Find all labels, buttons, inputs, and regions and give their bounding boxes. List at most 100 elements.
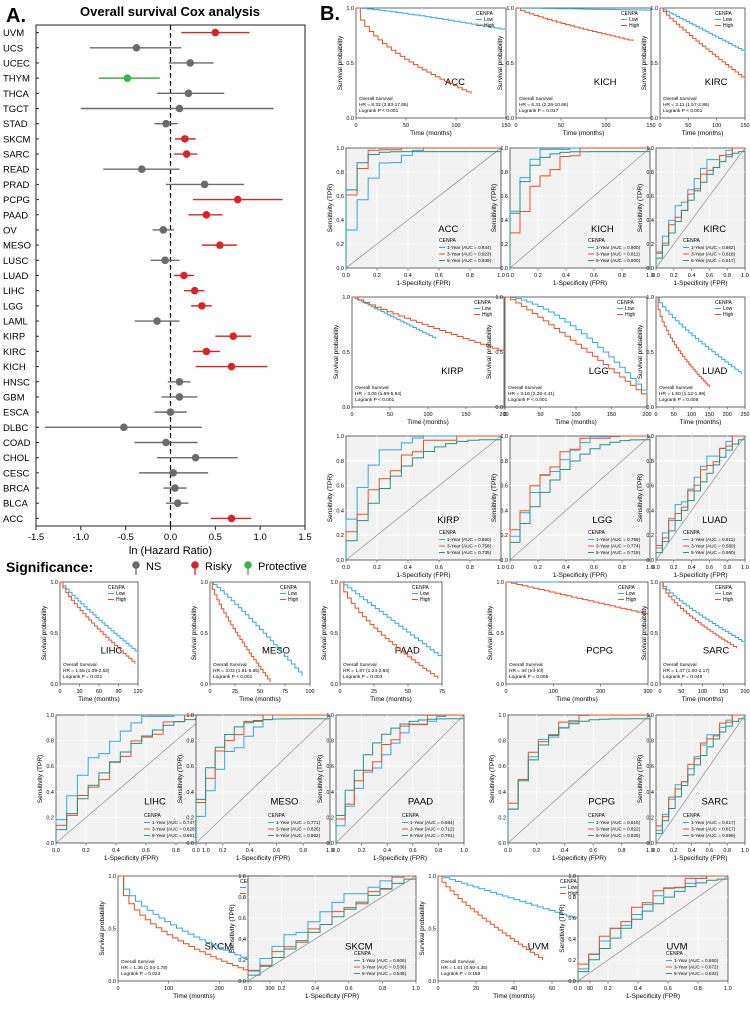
legend-label-ns: NS bbox=[146, 561, 161, 573]
km-meso-xlabel: Time (months) bbox=[239, 696, 281, 703]
km-luad-panel: 0 50 100 150 200 250 Time (months) Survival pro… bbox=[637, 295, 750, 426]
legend-dot-ns bbox=[132, 561, 140, 569]
forest-row-label-kirp: KIRP bbox=[3, 332, 25, 343]
roc-kirc-panel: 0.0 0.2 0.4 0.6 0.8 1.0 1-Specificity (FPR) Sen… bbox=[637, 146, 749, 287]
axis-tick-label: 1.0 bbox=[336, 146, 344, 152]
roc-meso-panel: 0.0 0.2 0.4 0.6 0.8 1.0 1-Specificity (FPR) Sen… bbox=[177, 713, 334, 862]
axis-tick-label: 0.6 bbox=[706, 565, 714, 571]
km-acc-curve-low bbox=[356, 7, 507, 30]
roc-skcm-panel: 0.0 0.2 0.4 0.6 0.8 1.0 1-Specificity (FPR) Sen… bbox=[229, 874, 420, 1000]
roc-kich-diagonal bbox=[509, 147, 651, 269]
km-acc-curve-high bbox=[356, 7, 472, 94]
km-lihc-xlabel: Time (months) bbox=[78, 696, 120, 703]
axis-tick-label: 0.8 bbox=[186, 739, 194, 745]
legend-dot-risky bbox=[191, 561, 199, 569]
axis-tick-label: 0.6 bbox=[326, 764, 334, 770]
roc-pcpg-curve-5y bbox=[507, 715, 651, 843]
roc-kich-ylabel: Sensitivity (TPR) bbox=[491, 184, 498, 232]
km-acc-legend-high: High bbox=[484, 23, 495, 29]
km-kich-frame bbox=[515, 7, 652, 119]
axis-tick-label: 0.8 bbox=[379, 986, 387, 992]
axis-tick-label: 0.4 bbox=[336, 508, 344, 514]
forest-xtick-label: -1.0 bbox=[73, 532, 89, 543]
roc-meso-legend-entry: 5-Year (AUC = 0.862) bbox=[276, 833, 321, 838]
forest-row-label-kirc: KIRC bbox=[3, 347, 26, 358]
km-pcpg-xlabel: Time (months) bbox=[556, 696, 598, 703]
forest-xtick-label: 0.5 bbox=[209, 532, 222, 543]
forest-row-label-esca: ESCA bbox=[3, 408, 30, 419]
roc-meso-legend-entry: 3-Year (AUC = 0.826) bbox=[276, 827, 321, 832]
axis-tick-label: 0 bbox=[350, 412, 353, 418]
km-luad-stat: Overall Survival bbox=[659, 385, 693, 391]
axis-tick-label: 100 bbox=[164, 986, 173, 992]
roc-lgg-xlabel: 1-Specificity (FPR) bbox=[553, 572, 607, 579]
axis-tick-label: 0.2 bbox=[533, 848, 541, 854]
km-lgg-stat: Logrank P < 0.001 bbox=[508, 397, 548, 403]
km-skcm-cancer-label: SKCM bbox=[205, 942, 233, 953]
km-kirp-curve-low bbox=[352, 296, 437, 339]
axis-tick-label: 0.0 bbox=[332, 848, 340, 854]
km-lihc-legend-title: CENPA bbox=[108, 585, 126, 591]
km-uvm-legend-high: High bbox=[568, 891, 579, 897]
axis-tick-label: 0.4 bbox=[688, 565, 696, 571]
roc-pcpg-diagonal bbox=[507, 714, 651, 844]
forest-row-label-chol: CHOL bbox=[3, 453, 29, 464]
axis-tick-label: 1.0 bbox=[428, 874, 436, 880]
forest-xtick-label: 0.0 bbox=[164, 532, 177, 543]
roc-skcm-diagonal bbox=[247, 875, 417, 982]
km-skcm-curve-low bbox=[118, 875, 271, 969]
forest-row-label-gbm: GBM bbox=[3, 392, 25, 403]
roc-sarc-ylabel: Sensitivity (TPR) bbox=[637, 755, 644, 803]
axis-tick-label: 200 bbox=[499, 412, 508, 418]
forest-plot: Overall survival Cox analysis UVM UCS UCEC T… bbox=[3, 4, 312, 557]
km-kich-curve-high bbox=[516, 7, 634, 41]
axis-tick-label: 0.4 bbox=[500, 218, 508, 224]
axis-tick-label: 0.0 bbox=[646, 266, 654, 272]
axis-tick-label: 0.0 bbox=[506, 565, 514, 571]
roc-lgg-curve-5y bbox=[509, 436, 651, 560]
axis-tick-label: 1.0 bbox=[741, 565, 749, 571]
axis-tick-label: 0.5 bbox=[50, 631, 58, 637]
km-lgg-stat: HR = 3.16 (2.28-4.41) bbox=[508, 391, 555, 397]
axis-tick-label: 50 bbox=[257, 689, 263, 695]
roc-skcm-legend-entry: 1-Year (AUC = 0.606) bbox=[362, 958, 407, 963]
forest-point-prad bbox=[200, 180, 209, 189]
km-meso-legend-high: High bbox=[288, 597, 299, 603]
forest-row-label-skcm: SKCM bbox=[3, 134, 31, 145]
axis-tick-label: 1.0 bbox=[46, 713, 54, 719]
km-luad-legend-high: High bbox=[723, 312, 734, 318]
roc-kirp-legend-title: CENPA bbox=[439, 530, 457, 536]
forest-xtick-label: 1.5 bbox=[298, 532, 311, 543]
km-kirc-cancer-label: KIRC bbox=[705, 77, 728, 88]
roc-pcpg-ylabel: Sensitivity (TPR) bbox=[489, 755, 496, 803]
axis-tick-label: 0.4 bbox=[246, 848, 254, 854]
km-lgg-curve-low bbox=[505, 296, 648, 396]
roc-kirc-curve-5y bbox=[655, 148, 746, 268]
roc-skcm-legend-entry: 3-Year (AUC = 0.536) bbox=[362, 965, 407, 970]
forest-title: Overall survival Cox analysis bbox=[80, 4, 260, 19]
axis-tick-label: 0.2 bbox=[500, 533, 508, 539]
axis-tick-label: 150 bbox=[501, 123, 510, 129]
km-meso-legend-low: Low bbox=[288, 591, 298, 597]
axis-tick-label: 0.6 bbox=[589, 848, 597, 854]
axis-tick-label: 0.8 bbox=[500, 170, 508, 176]
roc-uvm-curve-5y bbox=[577, 876, 729, 981]
km-skcm-stat: Overall Survival bbox=[121, 959, 155, 965]
roc-uvm-legend-title: CENPA bbox=[666, 951, 684, 957]
km-kich-ylabel: Survival probability bbox=[497, 35, 504, 90]
axis-tick-label: 0 bbox=[58, 689, 61, 695]
km-kirp-legend-title: CENPA bbox=[474, 300, 492, 306]
roc-acc-curve-5y bbox=[345, 148, 502, 268]
forest-point-kirc bbox=[202, 347, 211, 356]
km-lgg-xlabel: Time (months) bbox=[555, 419, 597, 426]
km-skcm-stat: HR = 1.36 (1.04-1.78) bbox=[121, 965, 168, 971]
roc-kirp-legend-entry: 3-Year (AUC = 0.758) bbox=[447, 544, 492, 549]
axis-tick-label: 0.8 bbox=[238, 895, 246, 901]
axis-tick-label: 0.0 bbox=[428, 979, 436, 985]
axis-tick-label: 1.0 bbox=[238, 874, 246, 880]
axis-tick-label: 0.8 bbox=[466, 565, 474, 571]
km-meso-frame bbox=[209, 581, 311, 685]
roc-skcm-legend-title: CENPA bbox=[354, 951, 372, 957]
km-kirc-panel: 0 50 100 150 Time (months) Survival probabili… bbox=[641, 6, 750, 137]
forest-row-label-kich: KICH bbox=[3, 362, 26, 373]
